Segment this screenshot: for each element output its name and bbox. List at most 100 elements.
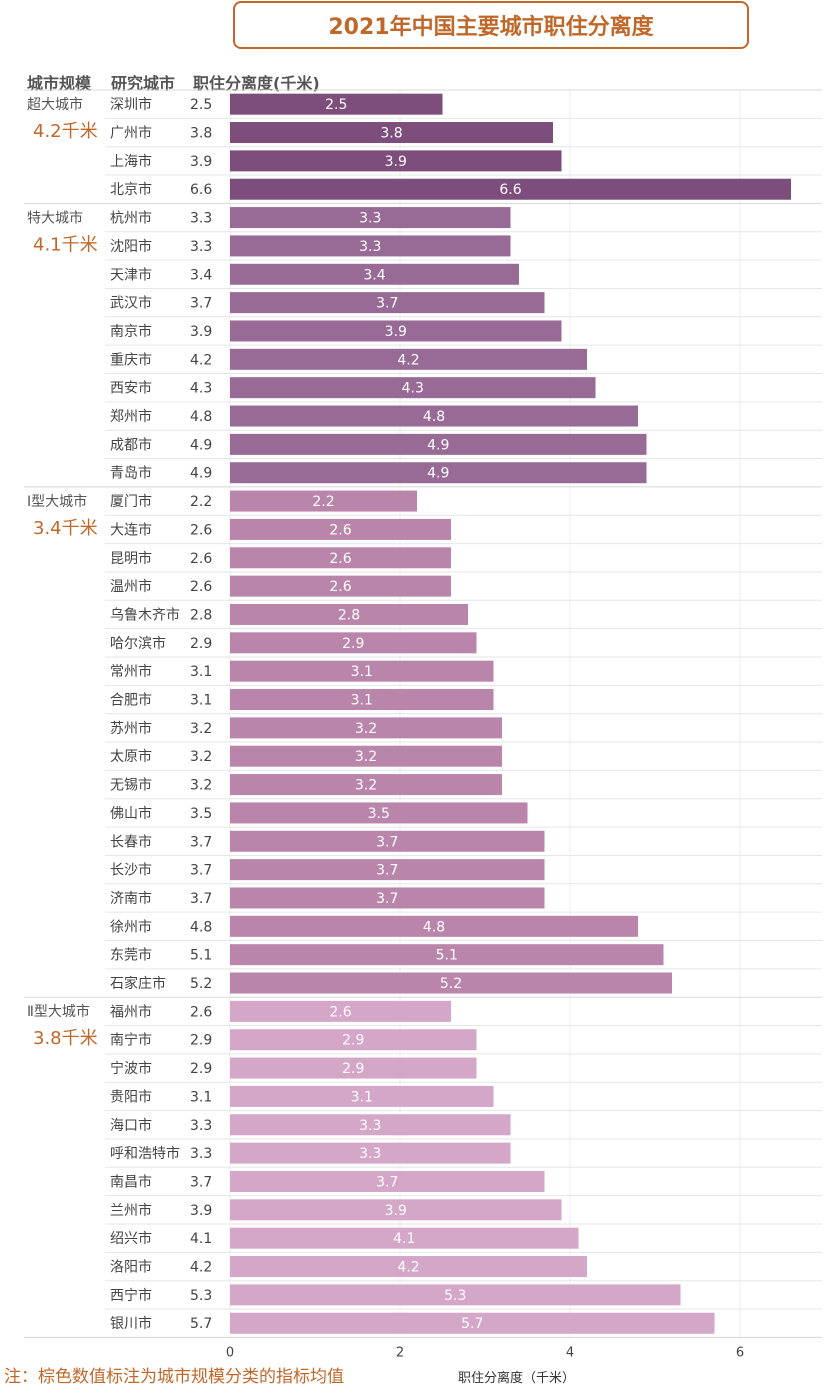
city-label: 厦门市 bbox=[110, 493, 152, 510]
bar bbox=[230, 93, 443, 115]
bar bbox=[230, 377, 596, 399]
value-label: 3.1 bbox=[190, 664, 212, 680]
value-label: 3.1 bbox=[190, 693, 212, 709]
city-label: 洛阳市 bbox=[110, 1259, 152, 1276]
bar-data-label: 5.1 bbox=[436, 948, 458, 964]
value-label: 2.8 bbox=[190, 607, 212, 623]
group-mean-label: 3.4千米 bbox=[33, 518, 98, 539]
bar-data-label: 3.2 bbox=[355, 721, 377, 737]
city-label: 银川市 bbox=[110, 1315, 152, 1332]
bar-data-label: 4.9 bbox=[427, 437, 449, 453]
city-label: 杭州市 bbox=[110, 210, 152, 227]
value-label: 2.6 bbox=[190, 579, 212, 595]
group-label: Ⅱ型大城市 bbox=[27, 1003, 90, 1020]
group-label: 超大城市 bbox=[27, 96, 83, 113]
city-label: 西宁市 bbox=[110, 1287, 152, 1304]
bar bbox=[230, 859, 545, 881]
bar-data-label: 4.9 bbox=[427, 466, 449, 482]
city-label: 沈阳市 bbox=[110, 238, 152, 255]
city-label: 长沙市 bbox=[110, 862, 152, 879]
city-label: 成都市 bbox=[110, 436, 152, 453]
value-label: 4.8 bbox=[190, 919, 212, 935]
footnote: 注：棕色数值标注为城市规模分类的指标均值 bbox=[4, 1367, 344, 1387]
value-label: 4.3 bbox=[190, 381, 212, 397]
group-mean-label: 4.2千米 bbox=[33, 121, 98, 142]
header-city: 研究城市 bbox=[111, 74, 176, 93]
bar bbox=[230, 235, 511, 257]
bar-data-label: 4.8 bbox=[423, 919, 445, 935]
bar bbox=[230, 603, 468, 625]
bar bbox=[230, 547, 451, 569]
city-label: 福州市 bbox=[110, 1003, 152, 1020]
bar-data-label: 3.7 bbox=[376, 296, 398, 312]
city-label: 长春市 bbox=[110, 833, 152, 850]
value-label: 3.2 bbox=[190, 721, 212, 737]
bar bbox=[230, 263, 519, 285]
city-label: 天津市 bbox=[110, 266, 152, 283]
city-label: 南昌市 bbox=[110, 1173, 152, 1190]
city-label: 北京市 bbox=[110, 181, 152, 198]
bar-data-label: 3.9 bbox=[385, 154, 407, 170]
bar-data-label: 3.3 bbox=[359, 211, 381, 227]
city-label: 徐州市 bbox=[110, 918, 152, 935]
city-label: 东莞市 bbox=[110, 947, 152, 964]
bar bbox=[230, 972, 672, 994]
bar-data-label: 6.6 bbox=[499, 182, 521, 198]
bar bbox=[230, 689, 494, 711]
city-label: 宁波市 bbox=[110, 1060, 152, 1077]
bar-data-label: 5.7 bbox=[461, 1316, 483, 1332]
value-label: 2.9 bbox=[190, 1061, 212, 1077]
value-label: 3.4 bbox=[190, 267, 212, 283]
bar bbox=[230, 915, 638, 937]
bar-data-label: 4.8 bbox=[423, 409, 445, 425]
chart-title: 2021年中国主要城市职住分离度 bbox=[233, 1, 749, 49]
value-label: 2.6 bbox=[190, 522, 212, 538]
bar-data-label: 5.2 bbox=[440, 976, 462, 992]
bar bbox=[230, 717, 502, 739]
bar bbox=[230, 122, 553, 144]
bar bbox=[230, 575, 451, 597]
city-label: 南京市 bbox=[110, 323, 152, 340]
bar-data-label: 4.1 bbox=[393, 1231, 415, 1247]
value-label: 5.1 bbox=[190, 948, 212, 964]
bar-data-label: 3.5 bbox=[368, 806, 390, 822]
x-axis-label: 职住分离度（千米） bbox=[458, 1371, 576, 1386]
bar bbox=[230, 802, 528, 824]
city-label: 广州市 bbox=[110, 125, 152, 142]
value-label: 3.7 bbox=[190, 834, 212, 850]
city-label: 大连市 bbox=[110, 521, 152, 538]
city-label: 西安市 bbox=[110, 380, 152, 397]
city-label: 石家庄市 bbox=[110, 975, 166, 992]
city-label: 苏州市 bbox=[110, 720, 152, 737]
city-label: 昆明市 bbox=[110, 550, 152, 567]
city-label: 乌鲁木齐市 bbox=[110, 606, 180, 623]
bar-data-label: 3.2 bbox=[355, 749, 377, 765]
value-label: 2.9 bbox=[190, 636, 212, 652]
bar-data-label: 2.8 bbox=[338, 607, 360, 623]
x-tick-label: 4 bbox=[566, 1345, 574, 1360]
value-label: 3.7 bbox=[190, 1174, 212, 1190]
value-label: 4.9 bbox=[190, 437, 212, 453]
value-label: 4.8 bbox=[190, 409, 212, 425]
bar-data-label: 2.2 bbox=[312, 494, 334, 510]
value-label: 3.9 bbox=[190, 154, 212, 170]
value-label: 3.2 bbox=[190, 749, 212, 765]
bar-data-label: 2.9 bbox=[342, 1061, 364, 1077]
group-label: 特大城市 bbox=[27, 209, 83, 226]
bar-data-label: 3.3 bbox=[359, 239, 381, 255]
city-label: 济南市 bbox=[110, 890, 152, 907]
value-label: 4.1 bbox=[190, 1231, 212, 1247]
value-label: 3.9 bbox=[190, 324, 212, 340]
bar-data-label: 2.6 bbox=[329, 579, 351, 595]
bar-data-label: 3.1 bbox=[351, 1089, 373, 1105]
city-label: 常州市 bbox=[110, 663, 152, 680]
value-label: 3.3 bbox=[190, 1146, 212, 1162]
bar bbox=[230, 1256, 587, 1278]
bar bbox=[230, 632, 477, 654]
city-label: 南宁市 bbox=[110, 1032, 152, 1049]
value-label: 3.7 bbox=[190, 296, 212, 312]
bar-data-label: 5.3 bbox=[444, 1288, 466, 1304]
value-label: 4.9 bbox=[190, 466, 212, 482]
bar bbox=[230, 1227, 579, 1249]
value-label: 5.3 bbox=[190, 1288, 212, 1304]
